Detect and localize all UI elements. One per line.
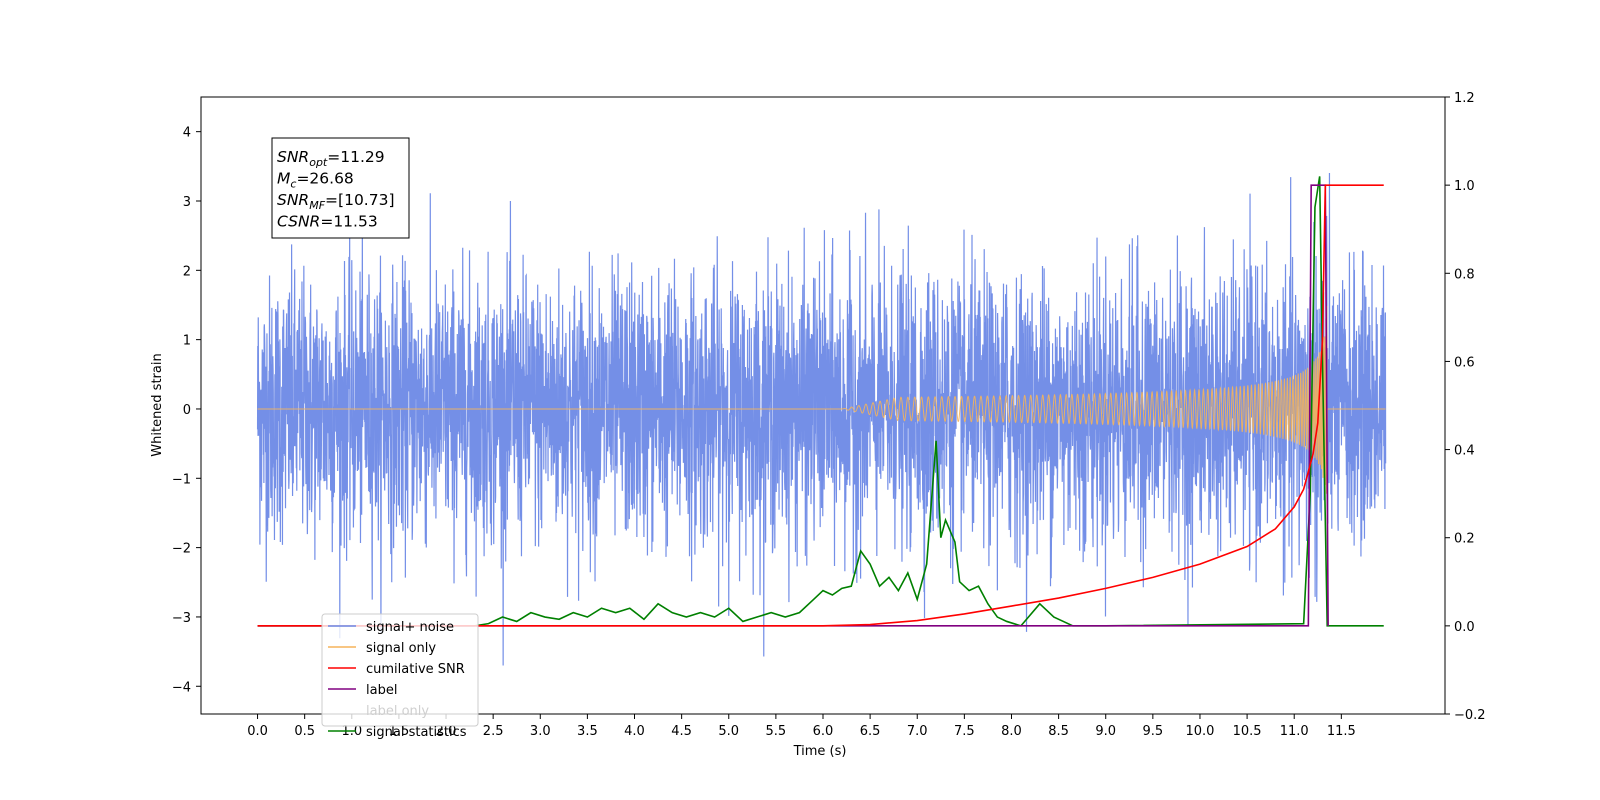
signal-noise-series (256, 172, 1387, 666)
legend: signal+ noise signal only cumilative SNR la… (321, 613, 479, 740)
x-tick-label: 9.5 (1143, 724, 1164, 739)
x-tick-label: 2.0 (436, 724, 457, 739)
annotation-frame (271, 137, 410, 239)
cumilative-snr-line (257, 184, 1384, 627)
signal-statistics-line (257, 176, 1384, 627)
plot-area (256, 172, 1387, 666)
x-axis-label: Time (s) (793, 744, 847, 759)
stats-annotation-box: SNRopt=11.29Mc=26.68SNRMF=[10.73]CSNR=11… (271, 137, 410, 239)
x-tick-label: 5.5 (766, 724, 787, 739)
x-tick-label: 3.5 (577, 724, 598, 739)
y-right-tick-label: 0.4 (1454, 444, 1475, 459)
x-tick-label: 10.0 (1185, 724, 1214, 739)
x-axis: 0.0 0.5 1.0 1.5 2.0 2.5 3.0 3.5 4.0 4.5 5.0 5.5 6.0 6… (247, 714, 1356, 739)
y-right-tick-label: 1.2 (1454, 91, 1475, 106)
y-right-tick-label: 0.6 (1454, 355, 1475, 370)
legend-frame (321, 613, 479, 727)
x-tick-label: 11.0 (1280, 724, 1309, 739)
x-tick-label: 5.0 (718, 724, 739, 739)
y-right-tick-label: −0.2 (1454, 708, 1486, 723)
legend-label: label (366, 683, 397, 698)
y-left-tick-label: 0 (183, 403, 191, 418)
x-tick-label: 8.0 (1001, 724, 1022, 739)
y-axis-label: Whitened strain (150, 353, 165, 456)
x-tick-label: 0.5 (294, 724, 315, 739)
x-tick-label: 11.5 (1327, 724, 1356, 739)
x-tick-label: 6.5 (860, 724, 881, 739)
y-left-tick-label: 1 (183, 334, 191, 349)
legend-label: label only (366, 704, 429, 719)
annotation-line: SNRMF=[10.73] (277, 191, 395, 212)
y-left-tick-label: 4 (183, 126, 191, 141)
legend-label: signal only (366, 641, 436, 656)
x-tick-label: 3.0 (530, 724, 551, 739)
y-left-tick-label: −1 (172, 472, 191, 487)
y-right-tick-label: 0.8 (1454, 267, 1475, 282)
right-axis-series (257, 176, 1384, 627)
x-tick-label: 6.0 (813, 724, 834, 739)
y-axis-left: 4 3 2 1 0 −1 −2 −3 −4 (172, 126, 201, 695)
signal-only-series (257, 305, 1386, 521)
annotation-line: SNRopt=11.29 (277, 148, 385, 169)
y-left-tick-label: −2 (172, 542, 191, 557)
annotation-line: CSNR=11.53 (277, 213, 378, 231)
x-tick-label: 9.0 (1095, 724, 1116, 739)
x-tick-label: 1.5 (389, 724, 410, 739)
legend-label: cumilative SNR (366, 662, 465, 677)
legend-label: signal+ noise (366, 620, 454, 635)
x-tick-label: 7.0 (907, 724, 928, 739)
y-left-tick-label: −4 (172, 680, 191, 695)
label-line (257, 184, 1329, 627)
annotation-line: Mc=26.68 (277, 170, 354, 191)
legend-label: signal statistics (366, 725, 467, 740)
x-tick-label: 7.5 (954, 724, 975, 739)
x-tick-label: 0.0 (247, 724, 268, 739)
y-left-tick-label: −3 (172, 611, 191, 626)
x-tick-label: 2.5 (483, 724, 504, 739)
x-tick-label: 8.5 (1048, 724, 1069, 739)
y-left-tick-label: 2 (183, 264, 191, 279)
signal-only-line (257, 305, 1386, 521)
x-tick-label: 4.0 (624, 724, 645, 739)
y-right-tick-label: 0.0 (1454, 620, 1475, 635)
y-right-tick-label: 0.2 (1454, 532, 1475, 547)
x-tick-label: 4.5 (671, 724, 692, 739)
signal-noise-line (256, 172, 1387, 666)
y-axis-right: 1.2 1.0 0.8 0.6 0.4 0.2 0.0 −0.2 (1445, 91, 1486, 723)
y-left-tick-label: 3 (183, 195, 191, 210)
x-tick-label: 10.5 (1233, 724, 1262, 739)
y-right-tick-label: 1.0 (1454, 179, 1475, 194)
